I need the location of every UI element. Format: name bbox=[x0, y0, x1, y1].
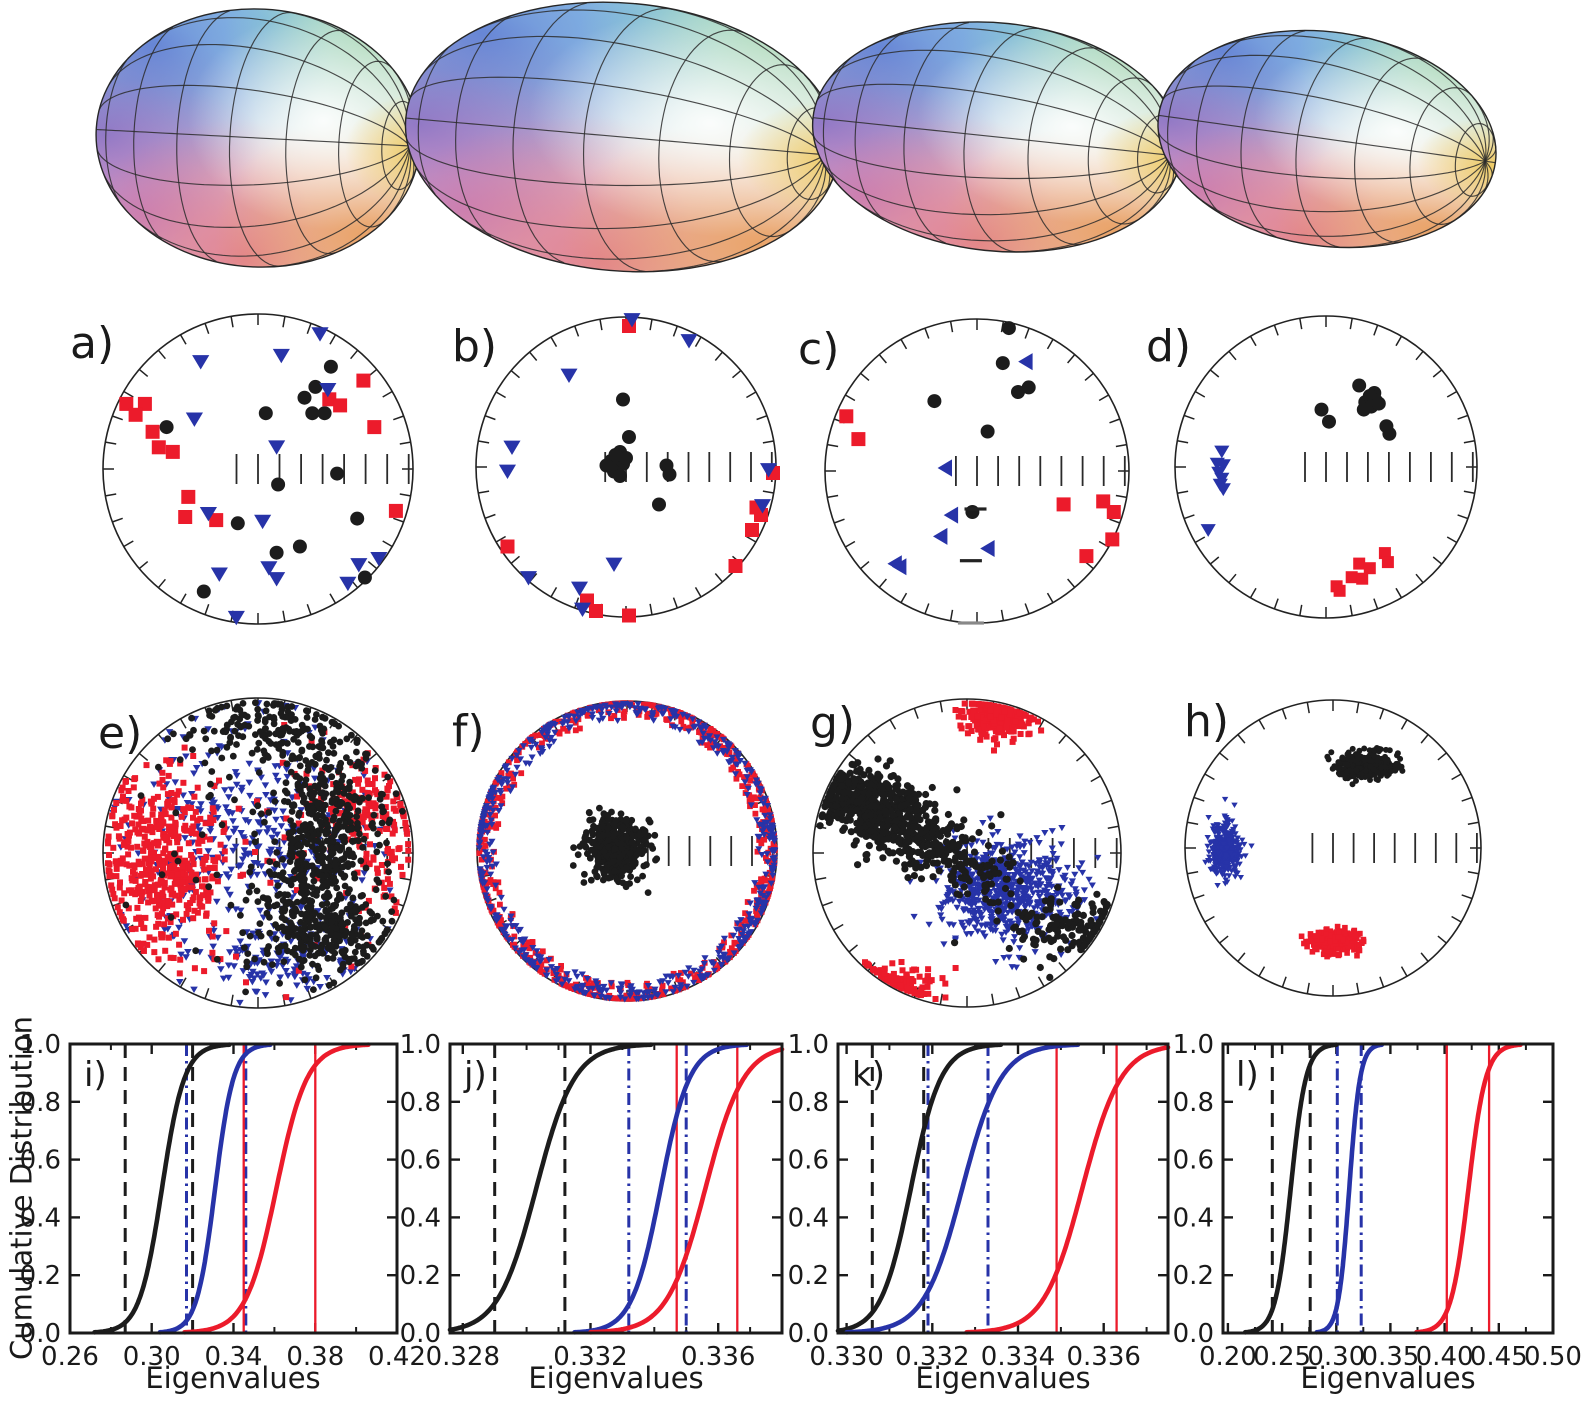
ellipsoid-3 bbox=[801, 4, 1193, 270]
panel-label-l: l) bbox=[1236, 1055, 1259, 1095]
k-eigenvalue-1-cdf bbox=[835, 1042, 1004, 1334]
panel-label-a: a) bbox=[70, 318, 115, 369]
panel-label-f: f) bbox=[452, 706, 485, 757]
stereonet-e bbox=[102, 697, 414, 1009]
panel-label-d: d) bbox=[1146, 321, 1192, 372]
l-eigenvalue-2-cdf bbox=[1314, 1042, 1385, 1335]
l-eigenvalue-3-cdf bbox=[1414, 1042, 1523, 1335]
stereonet-g bbox=[812, 698, 1122, 1008]
stereonet-b bbox=[475, 313, 780, 623]
f-v1-black-center-cluster bbox=[569, 804, 661, 896]
stereonet-d bbox=[1174, 315, 1478, 619]
e-v1-black-cloud bbox=[122, 699, 406, 996]
stereonet-c bbox=[824, 318, 1130, 625]
stereonet-h bbox=[1184, 699, 1482, 997]
j-eigenvalue-1-cdf bbox=[447, 1042, 654, 1333]
h-v3-red-cluster bbox=[1298, 923, 1367, 960]
panel-label-h: h) bbox=[1184, 696, 1230, 747]
k-eigenvalue-3-cdf bbox=[964, 1045, 1171, 1335]
xaxis-label-j: Eigenvalues bbox=[528, 1361, 704, 1395]
i-eigenvalue-2-cdf bbox=[157, 1042, 273, 1335]
c-v2-blue-triangles bbox=[887, 353, 1033, 576]
i-eigenvalue-3-cdf bbox=[182, 1042, 371, 1335]
g-v3-red-clusters bbox=[862, 700, 1045, 1002]
panel-label-c: c) bbox=[798, 324, 840, 375]
cdf-panel-i: 0.26 0.30 0.34 0.38 0.420.00.20.40.60.81.0 bbox=[20, 1030, 426, 1372]
k-eigenvalue-2-cdf bbox=[844, 1042, 1081, 1335]
stereonet-a bbox=[102, 313, 414, 626]
b-v1-black-circles bbox=[599, 392, 677, 512]
c-horizontal-dashes bbox=[959, 507, 987, 563]
h-v2-blue-cluster bbox=[1202, 796, 1255, 889]
panel-label-i: i) bbox=[84, 1055, 107, 1095]
d-v3-red-squares bbox=[1330, 547, 1394, 597]
b-v2-blue-triangles bbox=[498, 313, 777, 617]
cdf-panel-l: 0.200.250.300.350.400.450.500.00.20.40.6… bbox=[1173, 1030, 1582, 1372]
a-v3-red-squares bbox=[119, 373, 403, 528]
c-v3-red-squares bbox=[839, 409, 1121, 564]
f-v2-blue-rim-girdle bbox=[475, 701, 779, 1003]
xaxis-label-l: Eigenvalues bbox=[1300, 1361, 1476, 1395]
panel-label-k: k) bbox=[852, 1055, 885, 1095]
i-eigenvalue-1-cdf bbox=[92, 1042, 232, 1335]
a-v1-black-circles bbox=[159, 359, 372, 599]
xaxis-label-i: Eigenvalues bbox=[145, 1361, 321, 1395]
panel-label-j: j) bbox=[464, 1055, 487, 1095]
j-eigenvalue-3-cdf bbox=[588, 1046, 785, 1335]
xaxis-label-k: Eigenvalues bbox=[915, 1361, 1091, 1395]
yaxis-label: Cumulative Distribution bbox=[4, 1016, 39, 1360]
stereonet-f bbox=[475, 700, 779, 1003]
d-v2-blue-triangles bbox=[1200, 445, 1231, 537]
l-eigenvalue-1-cdf bbox=[1242, 1042, 1339, 1335]
b-v3-red-squares bbox=[500, 319, 780, 623]
a-v2-blue-triangles bbox=[185, 327, 388, 626]
panel-label-g: g) bbox=[810, 698, 856, 749]
panel-label-b: b) bbox=[452, 321, 498, 372]
g-v1-black-girdle bbox=[816, 755, 1111, 982]
h-v1-black-cluster bbox=[1324, 745, 1406, 788]
d-v1-black-circles bbox=[1314, 378, 1397, 441]
c-horizontal-dash-gray bbox=[957, 621, 984, 625]
panel-label-e: e) bbox=[98, 708, 143, 759]
j-eigenvalue-2-cdf bbox=[572, 1042, 750, 1335]
